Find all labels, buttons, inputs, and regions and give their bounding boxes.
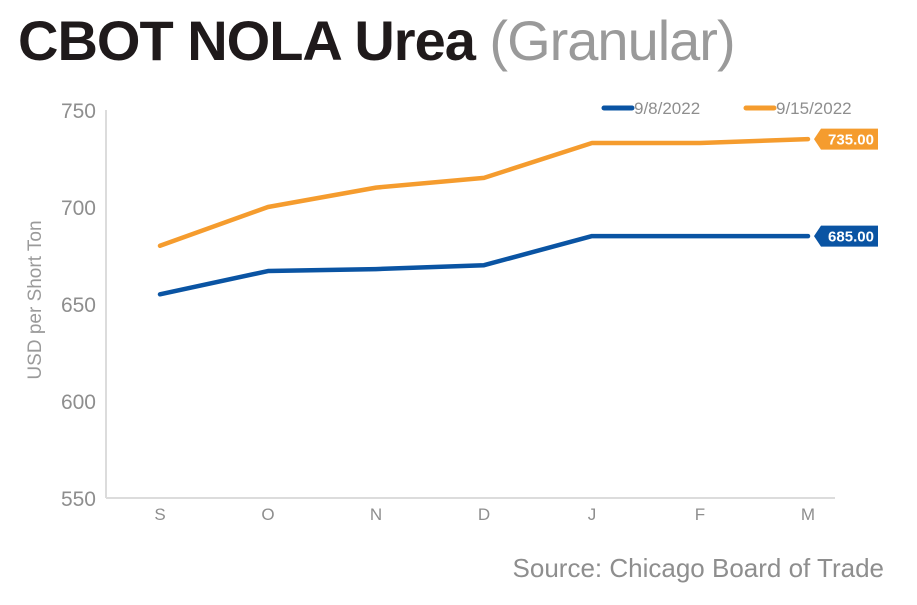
series-line-9-8-2022 xyxy=(157,233,811,297)
end-value-tag-label: 685.00 xyxy=(828,229,874,246)
chart-title-main: CBOT NOLA Urea xyxy=(18,9,476,72)
end-value-tag: 735.00 xyxy=(814,128,878,150)
end-value-tag-shape xyxy=(814,225,878,247)
legend: 9/8/2022 9/15/2022 xyxy=(601,99,852,118)
y-tick-label: 550 xyxy=(61,488,96,511)
x-tick-label: O xyxy=(261,505,274,524)
y-tick-label: 650 xyxy=(61,294,96,317)
chart-title-subtitle: (Granular) xyxy=(489,9,735,72)
series-line-9-15-2022 xyxy=(157,136,811,249)
chart-title: CBOT NOLA Urea (Granular) xyxy=(18,6,736,76)
axes xyxy=(105,110,835,499)
source-note: Source: Chicago Board of Trade xyxy=(512,553,884,583)
y-axis-label: USD per Short Ton xyxy=(25,220,46,379)
legend-item: 9/15/2022 xyxy=(743,99,852,118)
x-tick-label: J xyxy=(588,505,597,524)
series-lines xyxy=(157,136,811,297)
end-value-tag: 685.00 xyxy=(814,225,878,247)
legend-label: 9/15/2022 xyxy=(776,99,852,118)
y-tick-label: 750 xyxy=(61,100,96,123)
y-tick-labels: 550 600 650 700 750 xyxy=(61,100,96,511)
legend-label: 9/8/2022 xyxy=(634,99,700,118)
x-tick-label: F xyxy=(695,505,705,524)
x-tick-label: N xyxy=(370,505,382,524)
x-tick-label: S xyxy=(154,505,165,524)
x-tick-label: M xyxy=(801,505,815,524)
y-tick-label: 600 xyxy=(61,391,96,414)
y-tick-label: 700 xyxy=(61,197,96,220)
legend-item: 9/8/2022 xyxy=(601,99,700,118)
end-value-tag-label: 735.00 xyxy=(828,132,874,149)
end-value-tags: 685.00 735.00 xyxy=(814,128,878,247)
x-tick-label: D xyxy=(478,505,490,524)
end-value-tag-shape xyxy=(814,128,878,150)
